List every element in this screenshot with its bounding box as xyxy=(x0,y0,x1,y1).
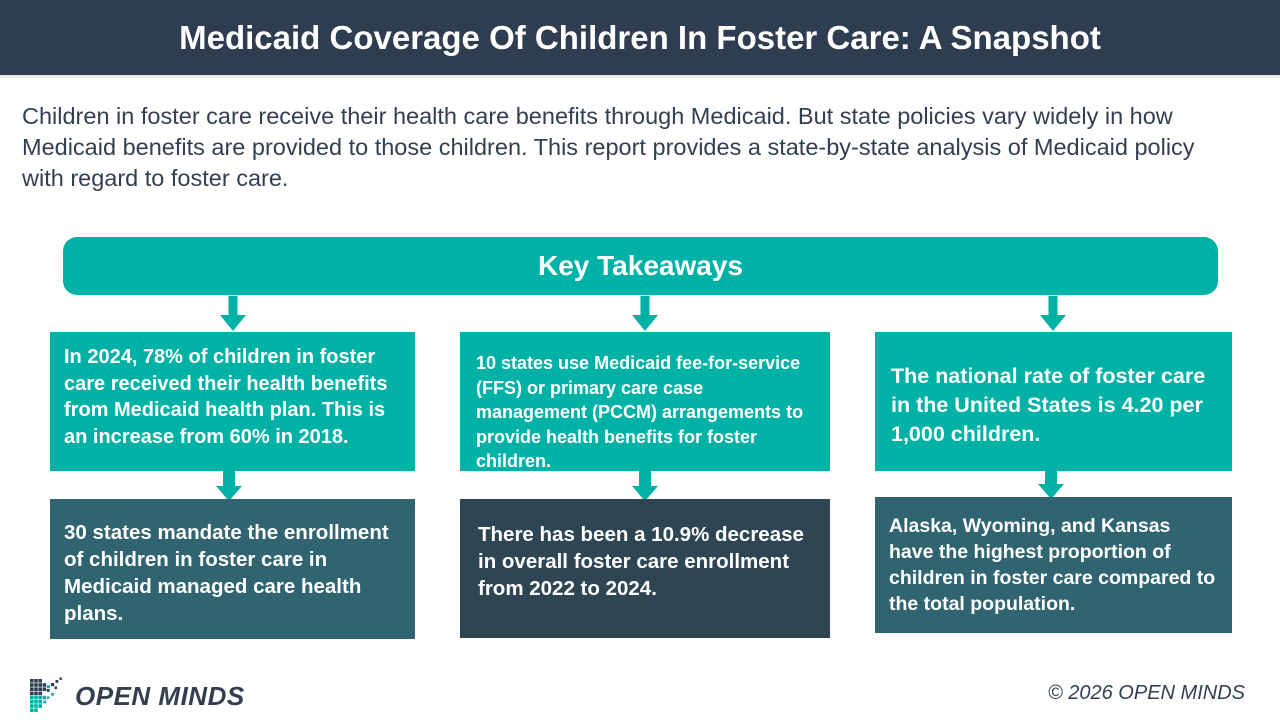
takeaway-box-bottom-1: 30 states mandate the enrollment of chil… xyxy=(50,499,415,639)
intro-text: Children in foster care receive their he… xyxy=(22,103,1195,191)
takeaway-text: The national rate of foster care in the … xyxy=(891,364,1206,446)
takeaway-text: 10 states use Medicaid fee-for-service (… xyxy=(476,353,804,471)
takeaway-box-bottom-3: Alaska, Wyoming, and Kansas have the hig… xyxy=(875,497,1232,633)
takeaway-box-bottom-2: There has been a 10.9% decrease in overa… xyxy=(460,499,830,638)
arrow-down-icon xyxy=(218,296,248,331)
arrow-down-icon xyxy=(630,470,660,501)
open-minds-wordmark: OPEN MINDS xyxy=(75,680,245,711)
key-takeaways-title: Key Takeaways xyxy=(538,250,743,281)
arrow-down-icon xyxy=(1038,296,1068,331)
arrow-down-icon xyxy=(214,470,244,501)
open-minds-logo-icon xyxy=(30,677,68,715)
takeaway-box-top-3: The national rate of foster care in the … xyxy=(875,332,1232,471)
open-minds-logo: OPEN MINDS xyxy=(30,677,245,715)
key-takeaways-banner: Key Takeaways xyxy=(63,237,1218,295)
takeaway-text: In 2024, 78% of children in foster care … xyxy=(64,346,388,448)
takeaway-box-top-2: 10 states use Medicaid fee-for-service (… xyxy=(460,332,830,471)
takeaway-box-top-1: In 2024, 78% of children in foster care … xyxy=(50,332,415,471)
takeaway-text: 30 states mandate the enrollment of chil… xyxy=(64,521,389,625)
takeaway-text: There has been a 10.9% decrease in overa… xyxy=(478,523,804,600)
takeaway-text: Alaska, Wyoming, and Kansas have the hig… xyxy=(889,515,1216,615)
arrow-down-icon xyxy=(1036,468,1066,499)
header-bar: Medicaid Coverage Of Children In Foster … xyxy=(0,0,1280,78)
page-title: Medicaid Coverage Of Children In Foster … xyxy=(179,18,1101,56)
copyright-text: © 2026 OPEN MINDS xyxy=(1047,682,1245,704)
arrow-down-icon xyxy=(630,296,660,331)
